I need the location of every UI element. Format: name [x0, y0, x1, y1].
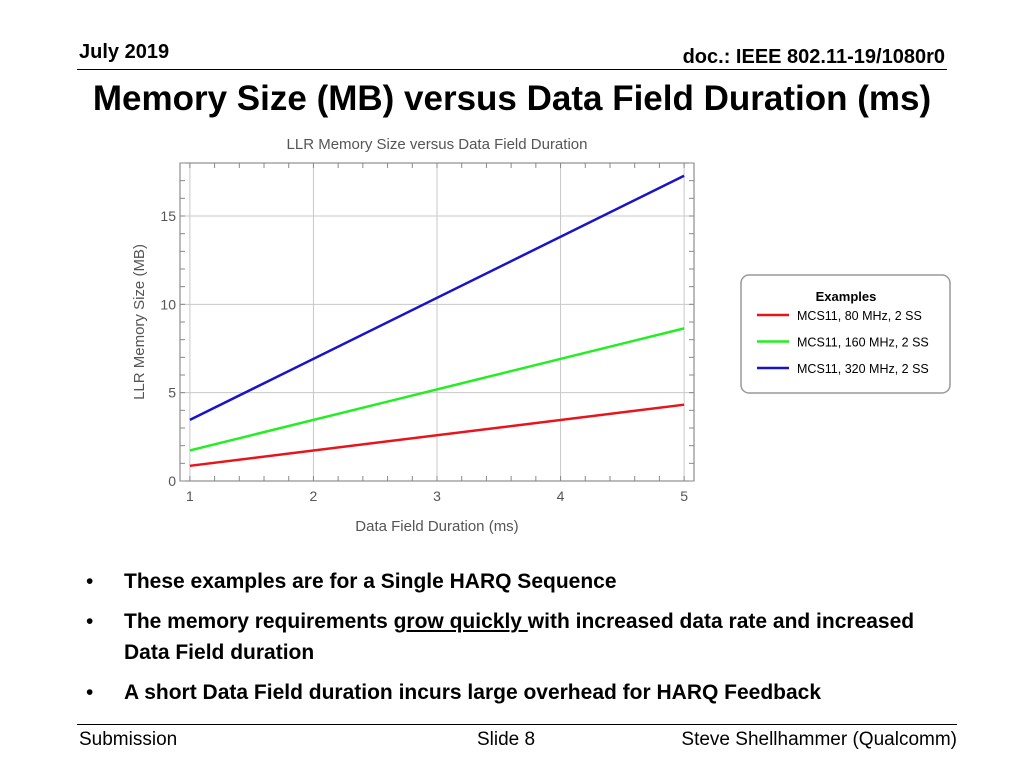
legend-label: MCS11, 80 MHz, 2 SS [797, 309, 922, 323]
series-lines [189, 174, 685, 468]
series-line-1 [189, 403, 685, 468]
x-tick-label: 4 [557, 488, 565, 504]
footer-slide-number: Slide 8 [477, 729, 536, 750]
bullet-marker: • [86, 570, 94, 593]
legend: Examples MCS11, 80 MHz, 2 SS MCS11, 160 M… [740, 274, 951, 394]
legend-title: Examples [816, 289, 877, 304]
bullet-text: with increased data rate and increased D… [124, 610, 915, 664]
chart-svg: LLR Memory Size versus Data Field Durati… [131, 136, 951, 535]
legend-box [740, 274, 951, 394]
footer-divider [77, 724, 957, 725]
series-line-2 [189, 327, 685, 452]
bullet-item: • These examples are for a Single HARQ Se… [84, 566, 934, 597]
y-axis-label: LLR Memory Size (MB) [131, 244, 148, 400]
bullet-text: A short Data Field duration incurs large… [124, 681, 822, 704]
bullet-item: • The memory requirements grow quickly wi… [84, 606, 934, 668]
x-axis-label: Data Field Duration (ms) [355, 518, 518, 535]
y-tick-label: 15 [160, 208, 176, 224]
bullet-marker: • [86, 610, 94, 633]
series-line-3 [189, 174, 685, 421]
x-tick-label: 1 [186, 488, 194, 504]
x-tick-label: 2 [310, 488, 318, 504]
chart-title: LLR Memory Size versus Data Field Durati… [287, 136, 588, 153]
grid-lines [180, 163, 694, 481]
header-date: July 2019 [79, 41, 170, 63]
y-tick-label: 0 [168, 473, 176, 489]
legend-label: MCS11, 160 MHz, 2 SS [797, 336, 929, 350]
header-doc-id: doc.: IEEE 802.11-19/1080r0 [682, 46, 945, 68]
bullet-marker: • [86, 681, 94, 704]
x-tick-label: 5 [680, 488, 688, 504]
legend-items: MCS11, 80 MHz, 2 SS MCS11, 160 MHz, 2 SS M… [757, 309, 929, 376]
bullet-text: The memory requirements [124, 610, 394, 633]
memory-size-chart: LLR Memory Size versus Data Field Durati… [120, 130, 960, 550]
bullet-item: • A short Data Field duration incurs larg… [84, 677, 934, 708]
bullet-list: • These examples are for a Single HARQ Se… [84, 566, 934, 717]
footer-author: Steve Shellhammer (Qualcomm) [681, 729, 957, 750]
footer-submission: Submission [79, 729, 178, 750]
header-divider [77, 69, 947, 70]
y-tick-label: 5 [168, 385, 176, 401]
bullet-text-emphasis: grow quickly [393, 610, 528, 633]
legend-label: MCS11, 320 MHz, 2 SS [797, 362, 929, 376]
x-tick-label: 3 [433, 488, 441, 504]
slide-title: Memory Size (MB) versus Data Field Durat… [92, 79, 932, 118]
axis-ticks: 1 2 3 4 5 0 5 10 15 [160, 162, 694, 504]
y-tick-label: 10 [160, 296, 176, 312]
bullet-text: These examples are for a Single HARQ Seq… [124, 570, 617, 593]
